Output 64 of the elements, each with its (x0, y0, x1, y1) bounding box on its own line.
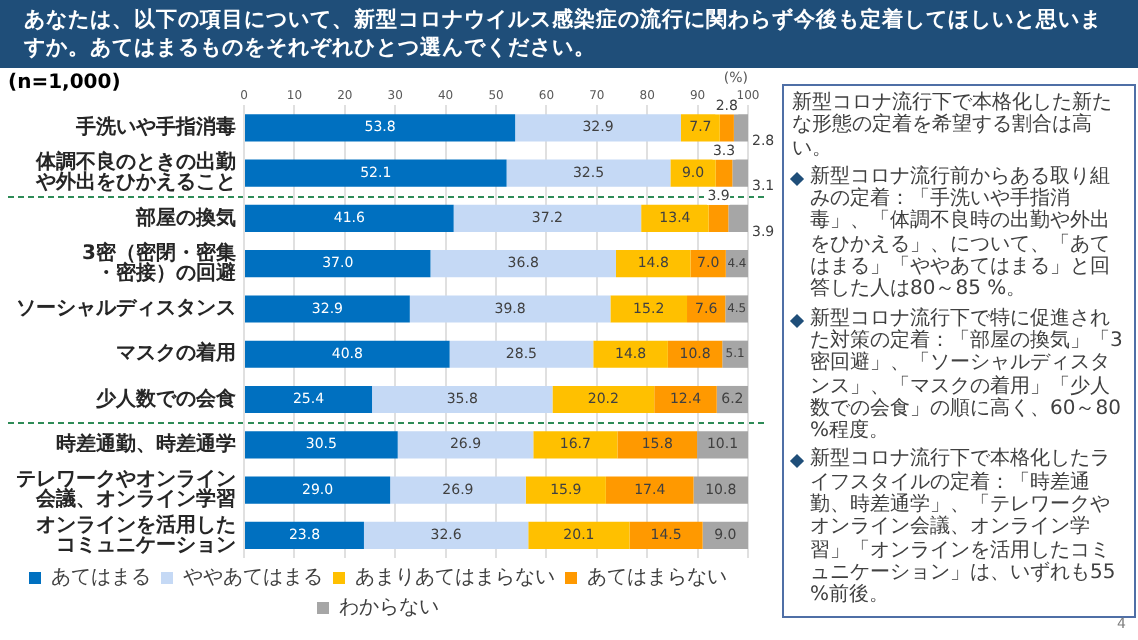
bar (363, 521, 529, 549)
text: (n=1,000) (8, 72, 121, 94)
bar (245, 204, 454, 232)
legend-label: わからない (339, 597, 439, 620)
bar (390, 476, 526, 504)
bar (615, 250, 691, 278)
bar (515, 114, 681, 142)
bar (715, 159, 733, 187)
bar (680, 114, 720, 142)
bar (725, 295, 748, 323)
bar (528, 521, 630, 549)
text: 新型コロナ流行下で特に促進された対策の定着：「部屋の換気」「3密回避」、「ソーシャルディスタンス」、「マスクの着用」「少人数での会食」の順に高く、60～80 %程度。 (810, 307, 1125, 443)
text: 新型コロナ流行下で本格化したライフスタイルの定着：「時差通勤、時差通学」、「テレワークやオンライン会議、オンライン学習」「オンラインを活用したコミュニケーション」は、いずれも55 %前後。 (810, 448, 1118, 608)
bar (719, 114, 734, 142)
bar (245, 476, 391, 504)
legend-label: あてはまらない (587, 567, 727, 590)
bar (593, 340, 668, 368)
bar (409, 295, 611, 323)
text: 新型コロナ流行前からある取り組みの定着：「手洗いや手指消毒」、「体調不良時の出勤や外出をひかえる」、について、「あてはまる」「ややあてはまる」と回答した人は80～85 %。 (810, 165, 1112, 302)
bar (670, 159, 716, 187)
bar (687, 295, 726, 323)
bar (722, 340, 748, 368)
bar (629, 521, 703, 549)
y-tick-label: マスクの着用 (116, 341, 236, 366)
bar (430, 250, 616, 278)
bar (453, 204, 642, 232)
bar (525, 476, 606, 504)
bar (552, 385, 655, 414)
bar (693, 476, 748, 504)
y-tick-label: 時差通勤、時差通学 (56, 431, 236, 456)
y-tick-label: 部屋の換気 (134, 205, 236, 230)
chart-title: あなたは、以下の項目について、新型コロナウイルス感染症の流行に関わらず今後も定着してほしいと思いますか。あてはまるものをそれぞれひとつ選んでください。 (0, 0, 1138, 68)
bar (245, 114, 516, 142)
text: 新型コロナ流行下で本格化した新たな形態の定着を希望する割合は高い。 (792, 92, 1114, 160)
y-tick-label: 少人数での会食 (94, 386, 236, 411)
legend-label: ややあてはまる (183, 567, 323, 590)
bar (617, 431, 698, 459)
bar (506, 159, 671, 187)
bar (654, 385, 717, 414)
y-tick-label: ソーシャルディスタンス (16, 298, 236, 321)
y-tick-label: 手洗いや手指消毒 (74, 115, 236, 140)
bar (245, 385, 373, 414)
bar (449, 340, 594, 368)
legend-label: あまりあてはまらない (355, 567, 555, 590)
bar (372, 385, 553, 414)
bar (245, 159, 507, 187)
y-tick-label: 体調不良のときの出勤や外出をひかえること (34, 150, 236, 195)
bar (245, 295, 410, 323)
bar (733, 114, 748, 142)
bar (533, 431, 618, 459)
bar (610, 295, 688, 323)
y-tick-label: テレワークやオンライン会議、オンライン学習 (16, 469, 236, 512)
bar (245, 340, 450, 368)
bar (245, 521, 364, 549)
bar (605, 476, 694, 504)
bar (397, 431, 534, 459)
y-tick-label: 3密（密閉・密集・密接）の回避 (82, 240, 238, 285)
legend-label: あてはまる (51, 567, 151, 590)
bar (641, 204, 709, 232)
bar (245, 431, 398, 459)
bar (728, 204, 748, 232)
y-tick-label: オンラインを活用したコミュニケーション (36, 512, 236, 557)
bar (245, 250, 431, 278)
bar (732, 159, 748, 187)
